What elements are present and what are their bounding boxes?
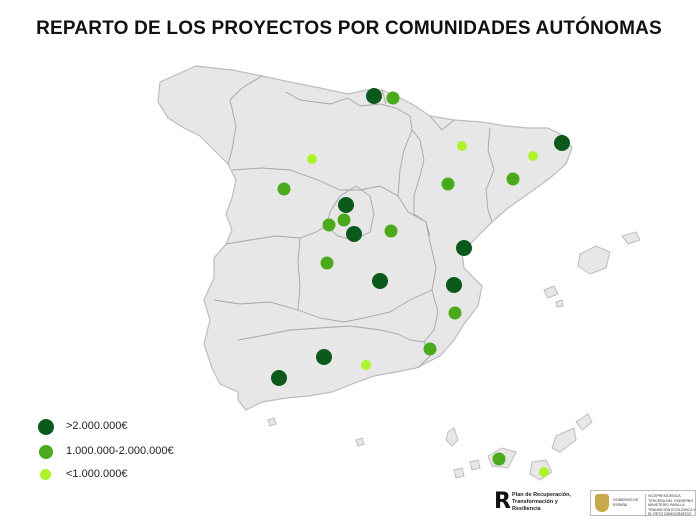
legend-label-small: <1.000.000€ — [66, 468, 128, 480]
project-marker-medium — [384, 224, 398, 238]
formentera — [555, 299, 564, 308]
project-marker-medium — [386, 91, 400, 105]
project-marker-dark — [372, 273, 388, 289]
lanzarote — [575, 413, 593, 431]
la-gomera — [469, 459, 481, 471]
coat-of-arms-icon — [595, 494, 609, 512]
project-marker-light — [307, 154, 317, 164]
fuerteventura — [551, 427, 577, 453]
project-marker-medium — [423, 342, 437, 356]
legend-dot-large — [38, 419, 54, 435]
legend-dot-small — [40, 469, 51, 480]
la-palma — [445, 427, 459, 447]
project-marker-medium — [320, 256, 334, 270]
recovery-plan-text: Plan de Recuperación, Transformación y R… — [512, 492, 571, 512]
markers-layer — [271, 88, 570, 477]
project-marker-dark — [554, 135, 570, 151]
project-marker-dark — [366, 88, 382, 104]
government-text: GOBIERNO DE ESPAÑA — [613, 498, 639, 507]
recovery-plan-r-icon: R — [494, 489, 511, 514]
legend-label-large: >2.000.000€ — [66, 420, 128, 432]
government-logo: GOBIERNO DE ESPAÑA VICEPRESIDENCIA TERCE… — [590, 490, 698, 517]
project-marker-light — [457, 141, 467, 151]
ceuta — [267, 417, 277, 427]
mallorca — [577, 245, 611, 275]
el-hierro — [453, 467, 465, 479]
ministry-text: VICEPRESIDENCIA TERCERA DEL GOBIERNO MIN… — [645, 494, 698, 517]
project-marker-dark — [456, 240, 472, 256]
mainland-spain — [157, 65, 573, 411]
project-marker-medium — [448, 306, 462, 320]
project-marker-medium — [492, 452, 506, 466]
melilla — [355, 437, 365, 447]
project-marker-dark — [316, 349, 332, 365]
project-marker-dark — [338, 197, 354, 213]
project-marker-dark — [346, 226, 362, 242]
project-marker-light — [361, 360, 371, 370]
legend-label-medium: 1.000.000-2.000.000€ — [66, 445, 174, 457]
map-title: REPARTO DE LOS PROYECTOS POR COMUNIDADES… — [36, 18, 662, 39]
project-marker-medium — [441, 177, 455, 191]
ibiza — [543, 285, 559, 299]
legend-dot-medium — [39, 445, 53, 459]
internal-borders — [213, 75, 495, 369]
regions-layer — [157, 65, 641, 481]
recovery-plan-logo: R Plan de Recuperación, Transformación y… — [494, 490, 584, 516]
project-marker-medium — [277, 182, 291, 196]
project-marker-medium — [337, 213, 351, 227]
project-marker-dark — [271, 370, 287, 386]
project-marker-light — [528, 151, 538, 161]
menorca — [621, 231, 641, 245]
project-marker-medium — [322, 218, 336, 232]
project-marker-light — [539, 467, 549, 477]
project-marker-dark — [446, 277, 462, 293]
project-marker-medium — [506, 172, 520, 186]
